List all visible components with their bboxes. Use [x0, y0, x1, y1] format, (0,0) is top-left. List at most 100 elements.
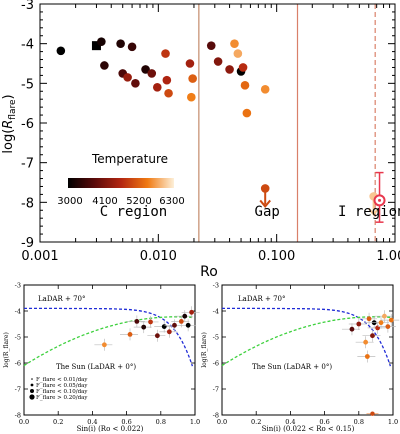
- bl-x-axis-label: Sin(i) (Ro < 0.022): [77, 425, 144, 433]
- small-y-tick-label: -7: [213, 386, 219, 394]
- data-point: [240, 81, 250, 90]
- small-data-point: [134, 319, 140, 324]
- data-point: [123, 73, 132, 82]
- colorbar-tick-3000: 3000: [57, 196, 82, 207]
- small-x-tick-label: 0.4: [87, 418, 97, 426]
- small-y-tick-label: -5: [213, 334, 219, 342]
- data-point: [152, 83, 162, 92]
- bl-axis-ticks: 0.0 0.2 0.4 0.6 0.8 1.0 -3 -4 -5 -6 -7 -8: [15, 282, 201, 427]
- data-point: [161, 49, 170, 58]
- bl-y-axis-label: log(R_flare): [3, 332, 10, 368]
- upper-limit-arrow-head: [367, 207, 380, 216]
- small-x-tick-label: 0.2: [251, 418, 261, 426]
- small-x-tick-label: 0.6: [319, 418, 329, 426]
- br-axis-ticks: 0.0 0.2 0.4 0.6 0.8 1.0 -3 -4 -5 -6 -7 -8: [213, 282, 399, 427]
- data-point: [260, 84, 270, 94]
- small-data-point: [375, 325, 381, 331]
- small-data-point: [189, 309, 194, 315]
- small-data-point: [385, 324, 391, 329]
- small-x-tick-label: 0.6: [121, 418, 131, 426]
- small-y-tick-label: -6: [213, 360, 219, 368]
- small-data-point: [141, 324, 147, 330]
- legend-item-2: F_flare < 0.05/day: [36, 383, 88, 389]
- legend-item-1: F_flare < 0.01/day: [36, 377, 88, 383]
- small-x-tick-label: 1.0: [190, 418, 200, 426]
- data-point: [147, 69, 157, 78]
- small-upper-limit-point: [370, 411, 375, 416]
- data-point: [131, 79, 140, 88]
- data-point: [141, 65, 150, 74]
- small-x-tick-label: 0.8: [354, 418, 364, 426]
- colorbar: [68, 178, 174, 188]
- top-y-axis-label: log(Rflare): [1, 94, 18, 153]
- data-point: [164, 88, 173, 98]
- data-point: [97, 37, 106, 46]
- small-y-tick-label: -7: [15, 386, 21, 394]
- ladar-70-curve: [24, 307, 194, 367]
- small-y-tick-label: -8: [15, 412, 21, 420]
- small-data-point: [370, 333, 375, 339]
- small-data-point: [363, 339, 369, 345]
- bl-curves: [23, 307, 194, 367]
- top-upper-limits: [259, 184, 380, 216]
- small-data-point: [364, 354, 370, 359]
- bl-plot-frame: [23, 284, 196, 416]
- y-tick-label: -9: [21, 236, 34, 251]
- data-point: [188, 74, 197, 83]
- small-y-tick-label: -6: [15, 360, 21, 368]
- bottom-right-panel: 0.0 0.2 0.4 0.6 0.8 1.0 -3 -4 -5 -6 -7 -8 LaDAR + 7…: [201, 282, 400, 433]
- small-x-tick-label: 0.8: [156, 418, 166, 426]
- svg-text:log(Rflare): log(Rflare): [1, 94, 18, 153]
- data-point: [56, 46, 66, 56]
- small-data-point: [388, 317, 394, 323]
- small-data-point: [101, 342, 107, 348]
- y-tick-label: -8: [21, 196, 34, 211]
- top-panel: -9 -8 -7 -6 -5 -4 -3 0.001 0.010 0.100 1.000 C reg…: [1, 0, 400, 280]
- x-tick-label: 0.010: [140, 249, 177, 264]
- sun-ladar-0-curve: [23, 316, 193, 367]
- y-tick-label: -3: [21, 0, 34, 13]
- br-curves: [221, 307, 392, 367]
- br-upper-limits: [366, 411, 379, 416]
- small-x-tick-label: 0.0: [217, 418, 227, 426]
- br-plot-frame: [221, 284, 394, 416]
- data-point: [213, 57, 223, 66]
- small-y-tick-label: -8: [213, 412, 219, 420]
- region-labels: C region Gap I region: [100, 204, 400, 220]
- small-data-point: [378, 320, 384, 326]
- small-data-point: [178, 319, 184, 324]
- data-point: [162, 75, 172, 85]
- small-y-tick-label: -4: [213, 308, 219, 316]
- small-data-point: [185, 322, 191, 328]
- y-tick-label: -6: [21, 117, 34, 132]
- small-x-tick-label: 0.0: [19, 418, 29, 426]
- y-tick-label: -7: [21, 157, 34, 172]
- bl-points: [94, 306, 200, 351]
- data-point-square: [91, 41, 101, 51]
- small-data-point: [154, 333, 160, 339]
- small-y-tick-label: -3: [15, 282, 21, 290]
- legend-marker-3: [30, 389, 34, 393]
- data-point: [100, 61, 109, 70]
- upper-limit-arrow-head: [259, 199, 271, 209]
- bl-curve-label-sun: The Sun (LaDAR + 0°): [56, 363, 136, 371]
- bl-curve-label-ladar: LaDAR + 70°: [38, 295, 85, 303]
- br-x-axis-label: Sin(i) (0.022 < Ro < 0.15): [262, 425, 355, 433]
- top-axis-ticks: -9 -8 -7 -6 -5 -4 -3 0.001 0.010 0.100 1.000: [21, 0, 400, 264]
- data-point: [206, 41, 216, 50]
- colorbar-tick-5200: 5200: [126, 196, 151, 207]
- y-tick-label: -5: [21, 77, 34, 92]
- top-grid-lines: [198, 4, 376, 242]
- top-x-axis-label: Ro: [200, 264, 218, 280]
- region-label: C region: [100, 204, 167, 220]
- small-data-point: [366, 316, 372, 322]
- data-point: [185, 59, 195, 68]
- small-data-point: [349, 326, 355, 332]
- x-tick-label: 0.100: [258, 249, 295, 264]
- legend-item-4: F_flare > 0.20/day: [36, 395, 88, 401]
- legend-marker-4: [29, 394, 35, 400]
- y-tick-label: -4: [21, 38, 34, 53]
- data-point: [242, 108, 252, 118]
- br-points: [341, 310, 400, 363]
- small-data-point: [161, 324, 167, 329]
